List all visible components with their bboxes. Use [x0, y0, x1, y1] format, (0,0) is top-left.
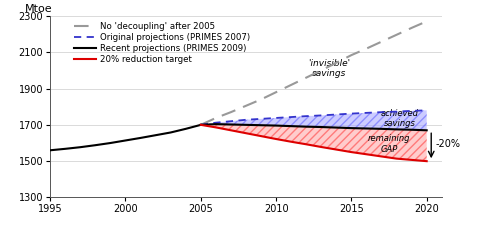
- Text: achieved
savings: achieved savings: [380, 109, 418, 128]
- Legend: No 'decoupling' after 2005, Original projections (PRIMES 2007), Recent projectio: No 'decoupling' after 2005, Original pro…: [74, 22, 249, 64]
- Text: remaining
GAP: remaining GAP: [367, 134, 409, 154]
- Text: Mtoe: Mtoe: [25, 4, 52, 14]
- Text: 'invisible'
savings: 'invisible' savings: [307, 59, 349, 78]
- Text: -20%: -20%: [435, 139, 460, 149]
